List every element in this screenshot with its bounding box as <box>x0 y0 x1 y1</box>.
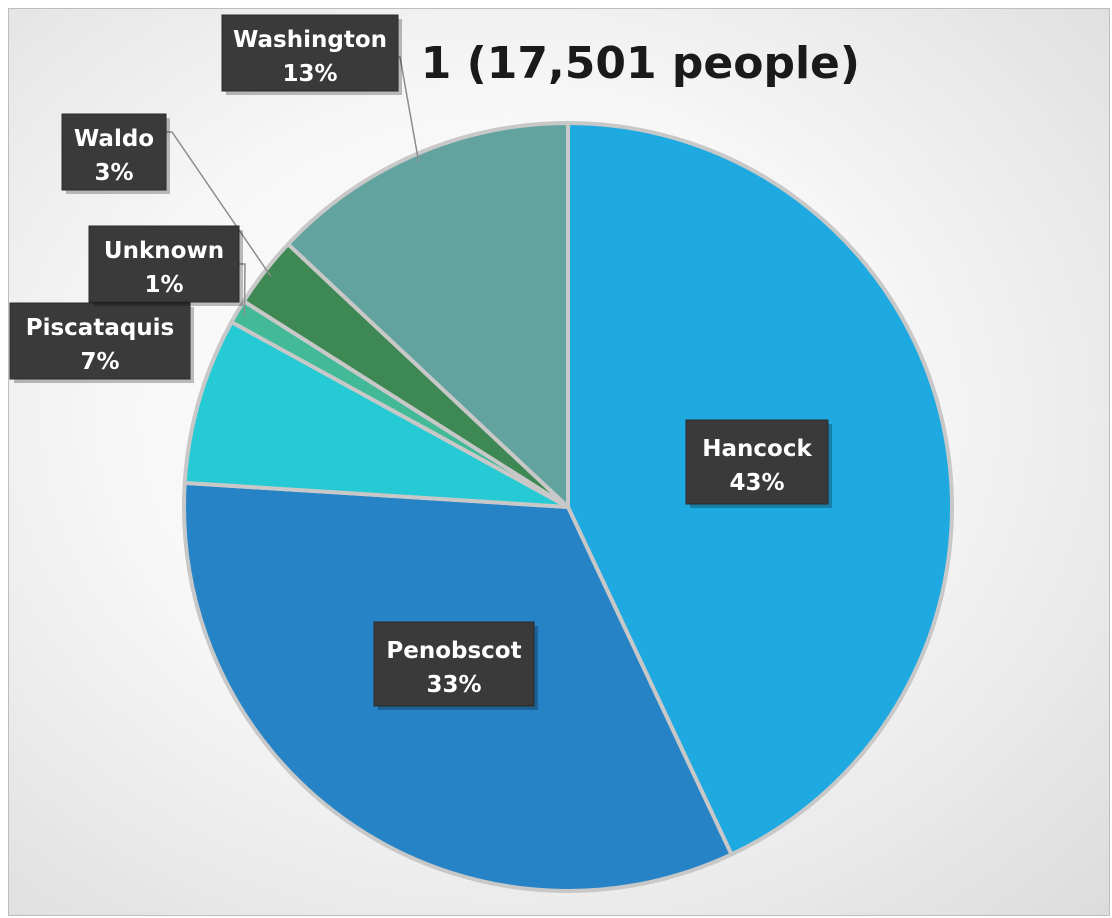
data-label-category: Hancock <box>702 436 812 462</box>
data-label-box <box>9 302 191 380</box>
data-label-percent: 1% <box>144 272 183 298</box>
data-label-box <box>221 14 399 92</box>
data-label-percent: 33% <box>426 672 481 698</box>
data-label-unknown: Unknown 1% <box>88 225 243 306</box>
chart-title: 1 (17,501 people) <box>420 38 860 89</box>
pie-slice-piscataquis <box>182 320 570 509</box>
data-label-piscataquis: Piscataquis 7% <box>9 302 194 383</box>
data-label-percent: 13% <box>282 61 337 87</box>
data-label-penobscot: Penobscot 33% <box>373 621 538 710</box>
pie-slice-washington <box>286 121 570 509</box>
data-label-category: Unknown <box>104 238 224 264</box>
data-label-category: Washington <box>233 27 387 53</box>
data-label-waldo: Waldo 3% <box>61 113 170 194</box>
data-label-percent: 7% <box>80 349 119 375</box>
data-label-box <box>61 113 167 191</box>
data-label-hancock: Hancock 43% <box>685 419 832 508</box>
data-label-percent: 43% <box>729 470 784 496</box>
data-label-box <box>88 225 240 303</box>
data-label-percent: 3% <box>94 160 133 186</box>
data-label-box <box>685 419 829 505</box>
data-label-category: Penobscot <box>386 638 521 664</box>
data-label-category: Waldo <box>74 126 154 152</box>
data-label-box <box>373 621 535 707</box>
leader-line-unknown <box>239 263 246 316</box>
data-label-category: Piscataquis <box>26 315 175 341</box>
data-label-washington: Washington 13% <box>221 14 402 95</box>
